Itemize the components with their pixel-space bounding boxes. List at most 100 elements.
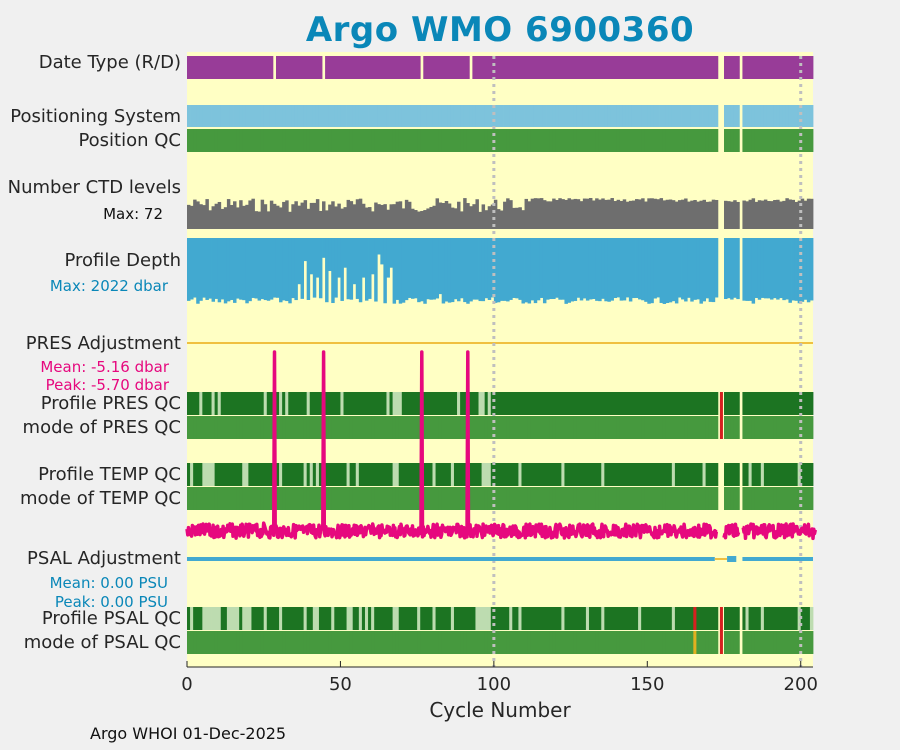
psal-qc-row-cell: [263, 607, 268, 630]
psal-qc-row-cell: [696, 607, 700, 630]
temp-mode-row-cell: [549, 487, 553, 510]
pres-mode-row-cell: [303, 416, 308, 439]
date-type-row-cell: [518, 56, 522, 79]
date-type-row-cell: [585, 56, 590, 79]
psal-qc-row-cell: [653, 607, 657, 630]
positioning-row-cell: [444, 105, 449, 127]
ctd-bar: [374, 202, 378, 229]
ctd-bar: [447, 203, 452, 229]
psal-qc-row-cell: [613, 607, 618, 630]
temp-qc-row-cell: [736, 463, 740, 486]
psal-mode-row-cell: [690, 631, 694, 654]
temp-qc-row-cell: [429, 463, 433, 486]
depth-bar: [389, 238, 393, 268]
ctd-bar: [766, 201, 771, 229]
ctd-bar: [457, 201, 461, 229]
pres-mode-row-cell: [785, 416, 789, 439]
date-type-row-cell: [782, 56, 786, 79]
psal-mode-row-cell: [294, 631, 298, 654]
pres-mode-row-cell: [727, 416, 731, 439]
positioning-row-cell: [303, 105, 308, 127]
temp-qc-row-cell: [576, 463, 581, 486]
position-qc-row-cell: [736, 129, 740, 152]
position-qc-row-cell: [401, 129, 406, 152]
temp-qc-row-cell: [585, 463, 590, 486]
depth-bar: [229, 238, 234, 301]
depth-bar: [561, 238, 565, 300]
temp-mode-row-cell: [684, 487, 688, 510]
positioning-row-cell: [478, 105, 482, 127]
depth-bar: [653, 238, 657, 299]
position-qc-row-cell: [297, 129, 301, 152]
date-type-row-cell: [512, 56, 516, 79]
x-tick-label: 200: [783, 674, 818, 695]
chart-title: Argo WMO 6900360: [305, 10, 695, 50]
temp-mode-row-cell: [800, 487, 805, 510]
psal-qc-row-cell: [512, 607, 516, 630]
position-qc-row-cell: [254, 129, 258, 152]
pres-mode-row-cell: [561, 416, 565, 439]
temp-mode-row-cell: [190, 487, 194, 510]
temp-qc-row-cell: [690, 463, 694, 486]
pres-mode-row-cell: [220, 416, 225, 439]
temp-qc-row-cell: [512, 463, 516, 486]
psal-qc-row-cell: [223, 607, 228, 630]
temp-mode-row-cell: [229, 487, 234, 510]
positioning-row-cell: [631, 105, 636, 127]
position-qc-row-cell: [754, 129, 759, 152]
pres-qc-row-cell: [754, 392, 759, 415]
pres-qc-row-cell: [487, 392, 492, 415]
psal-qc-row-cell: [622, 607, 627, 630]
date-type-row-cell: [325, 56, 329, 79]
psal-qc-row-cell: [561, 607, 565, 630]
depth-bar: [500, 238, 504, 301]
positioning-row: [187, 105, 814, 127]
ctd-bar: [337, 203, 341, 229]
date-type-row-cell: [503, 56, 507, 79]
date-type-row-cell: [650, 56, 654, 79]
pres-mode-row-cell: [702, 416, 706, 439]
ctd-bar: [524, 198, 529, 229]
pres-mode-row-cell: [383, 416, 387, 439]
pres-qc-row-cell: [705, 392, 710, 415]
label-date-type: Date Type (R/D): [38, 52, 181, 73]
pres-qc-row-cell: [665, 392, 670, 415]
pres-mode-row-cell: [340, 416, 344, 439]
position-qc-row-cell: [684, 129, 688, 152]
date-type-row-cell: [668, 56, 673, 79]
depth-bar: [711, 238, 716, 303]
psal-mode-row-cell: [542, 631, 547, 654]
ctd-bar: [806, 198, 811, 229]
pres-qc-row-cell: [257, 392, 262, 415]
temp-qc-row-cell: [236, 463, 240, 486]
psal-mode-row-cell: [193, 631, 197, 654]
depth-bar: [588, 238, 593, 300]
psal-qc-row-cell: [714, 607, 719, 630]
psal-qc-row-cell: [647, 607, 651, 630]
date-type-row-cell: [766, 56, 771, 79]
position-qc-row-cell: [340, 129, 344, 152]
positioning-row-cell: [368, 105, 372, 127]
date-type-row-cell: [484, 56, 489, 79]
pres-qc-row-cell: [751, 392, 756, 415]
pres-mode-row-cell: [601, 416, 605, 439]
date-type-row-cell: [776, 56, 780, 79]
date-type-row-cell: [288, 56, 292, 79]
depth-bar: [610, 238, 614, 301]
pres-mode-row-cell: [285, 416, 289, 439]
temp-qc-row-cell: [285, 463, 289, 486]
psal-qc-row-cell: [358, 607, 363, 630]
temp-qc-row-cell: [625, 463, 630, 486]
psal-qc-row-cell: [325, 607, 329, 630]
date-type-row-cell: [371, 56, 375, 79]
pres-mode-row-cell: [447, 416, 452, 439]
ctd-bar: [500, 210, 504, 229]
psal-qc-row-cell: [601, 607, 605, 630]
psal-mode-row-cell: [616, 631, 621, 654]
psal-qc-row-cell: [260, 607, 265, 630]
date-type-row-cell: [395, 56, 400, 79]
ctd-bar: [303, 200, 308, 229]
psal-qc-row-cell: [441, 607, 446, 630]
psal-mode-row-cell: [460, 631, 464, 654]
temp-mode-row-cell: [457, 487, 461, 510]
